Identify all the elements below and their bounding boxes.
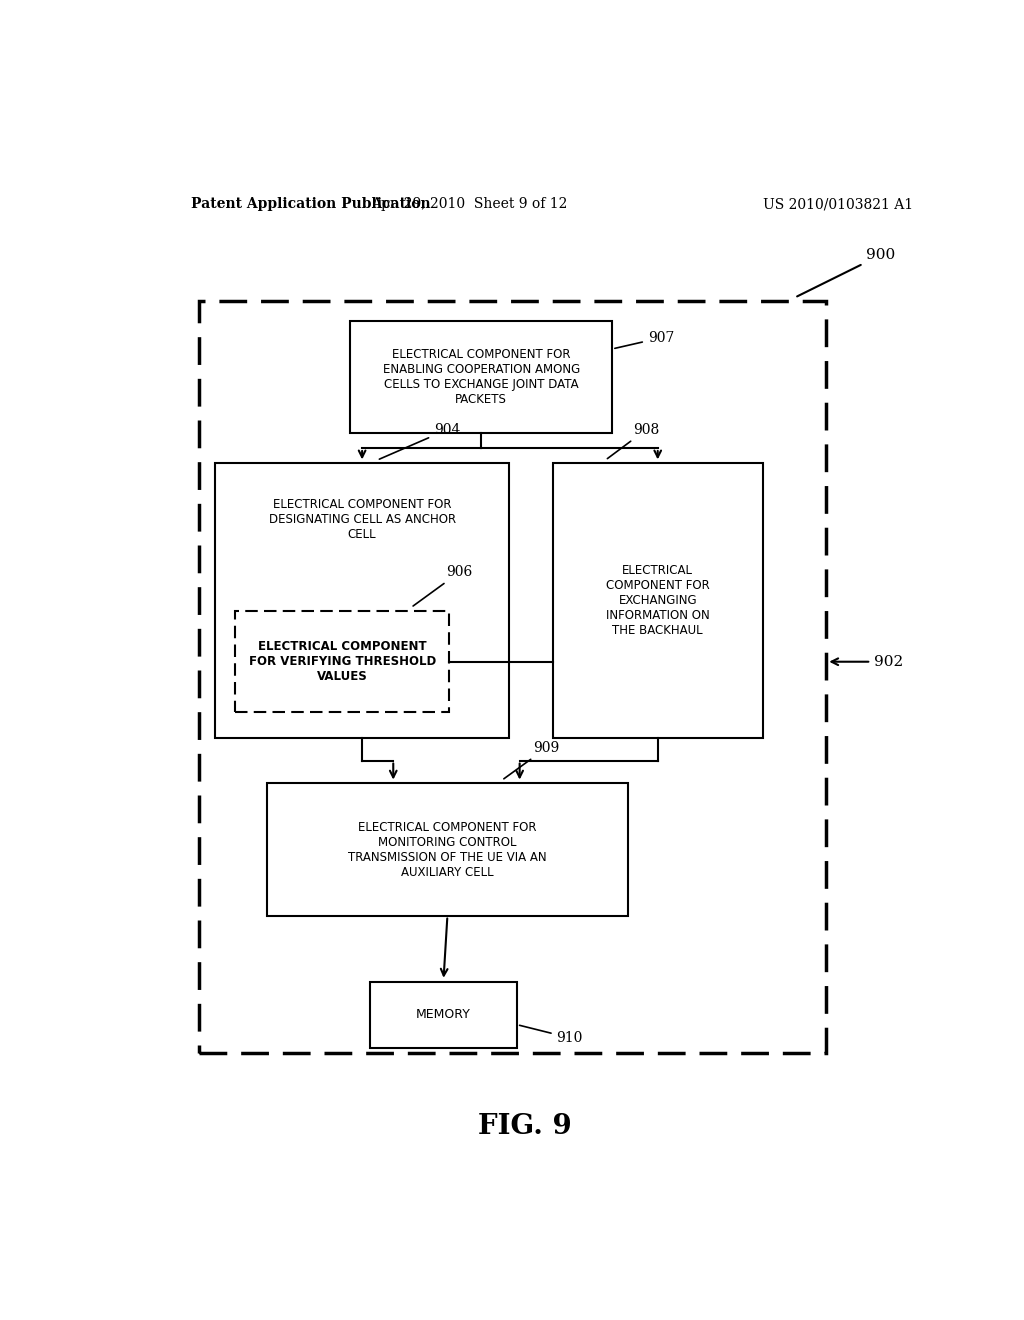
Text: Apr. 29, 2010  Sheet 9 of 12: Apr. 29, 2010 Sheet 9 of 12 — [371, 197, 567, 211]
Text: ELECTRICAL COMPONENT FOR
MONITORING CONTROL
TRANSMISSION OF THE UE VIA AN
AUXILI: ELECTRICAL COMPONENT FOR MONITORING CONT… — [348, 821, 547, 879]
Text: ELECTRICAL COMPONENT FOR
DESIGNATING CELL AS ANCHOR
CELL: ELECTRICAL COMPONENT FOR DESIGNATING CEL… — [268, 498, 456, 541]
Bar — [267, 784, 628, 916]
Text: ELECTRICAL COMPONENT FOR
ENABLING COOPERATION AMONG
CELLS TO EXCHANGE JOINT DATA: ELECTRICAL COMPONENT FOR ENABLING COOPER… — [383, 348, 580, 407]
Text: ELECTRICAL
COMPONENT FOR
EXCHANGING
INFORMATION ON
THE BACKHAUL: ELECTRICAL COMPONENT FOR EXCHANGING INFO… — [606, 564, 710, 638]
Text: FIG. 9: FIG. 9 — [478, 1113, 571, 1139]
Bar — [553, 463, 763, 738]
Text: 900: 900 — [797, 248, 895, 297]
Bar — [215, 463, 509, 738]
Text: Patent Application Publication: Patent Application Publication — [191, 197, 431, 211]
Text: 908: 908 — [607, 422, 659, 458]
Bar — [236, 611, 450, 713]
Text: 907: 907 — [614, 331, 674, 348]
Text: MEMORY: MEMORY — [416, 1008, 471, 1022]
Bar — [370, 982, 517, 1048]
Bar — [200, 301, 826, 1053]
Text: 904: 904 — [379, 422, 461, 459]
Bar — [350, 321, 612, 433]
Text: 902: 902 — [831, 655, 903, 669]
Text: ELECTRICAL COMPONENT
FOR VERIFYING THRESHOLD
VALUES: ELECTRICAL COMPONENT FOR VERIFYING THRES… — [249, 640, 436, 682]
Text: 906: 906 — [413, 565, 473, 606]
Text: 909: 909 — [504, 741, 559, 779]
Text: 910: 910 — [519, 1026, 583, 1045]
Text: US 2010/0103821 A1: US 2010/0103821 A1 — [763, 197, 913, 211]
